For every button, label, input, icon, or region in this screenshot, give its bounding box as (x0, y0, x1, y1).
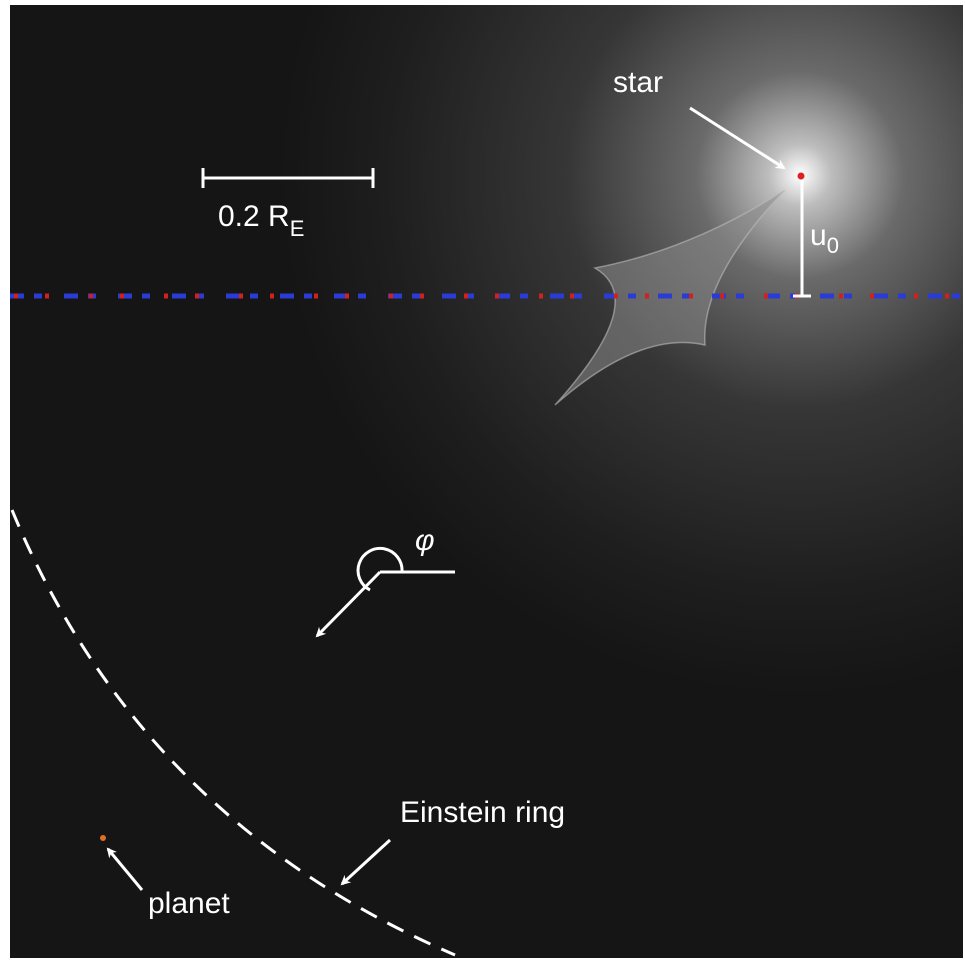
star-label: star (613, 66, 663, 99)
star-dot (798, 173, 805, 180)
planet-dot (100, 835, 106, 841)
u-text: u (810, 219, 827, 252)
planet-label: planet (148, 887, 230, 920)
lensing-diagram: star 0.2 RE u0 φ Einstein ring planet (0, 0, 965, 963)
scale-text: 0.2 R (218, 200, 290, 233)
u-subscript: 0 (827, 233, 839, 258)
phi-label: φ (415, 524, 435, 557)
ring-label: Einstein ring (400, 796, 565, 829)
scale-subscript: E (290, 216, 305, 241)
